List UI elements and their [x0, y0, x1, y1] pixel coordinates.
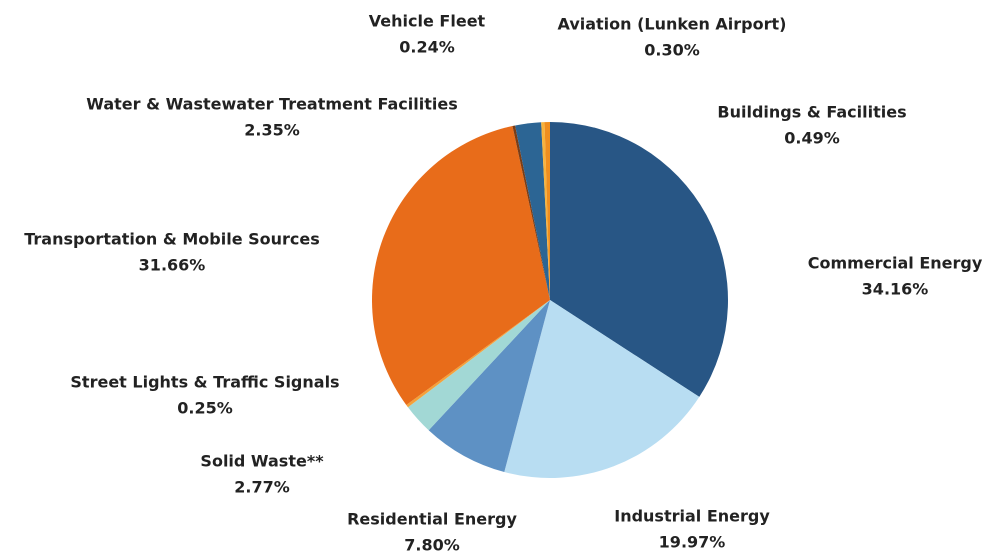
pie-slice — [372, 125, 550, 406]
slice-value-label: 19.97% — [659, 533, 726, 552]
slice-value-label: 0.25% — [177, 399, 233, 418]
slice-label: Water & Wastewater Treatment Facilities — [86, 95, 458, 114]
pie-slice — [544, 122, 550, 300]
slice-label: Solid Waste** — [200, 452, 324, 471]
slice-value-label: 7.80% — [404, 536, 460, 554]
slice-label: Commercial Energy — [808, 254, 983, 273]
slice-value-label: 31.66% — [139, 256, 206, 275]
slice-label: Buildings & Facilities — [717, 103, 906, 122]
slice-value-label: 2.77% — [234, 478, 290, 497]
slice-value-label: 2.35% — [244, 121, 300, 140]
pie-slice — [550, 122, 728, 397]
pie-slice — [541, 122, 550, 300]
slice-value-label: 0.49% — [784, 129, 840, 148]
slice-label: Residential Energy — [347, 510, 517, 529]
slice-value-label: 0.24% — [399, 38, 455, 57]
pie-slice — [428, 300, 550, 473]
pie-slice — [504, 300, 700, 478]
slice-label: Transportation & Mobile Sources — [24, 230, 320, 249]
slice-label: Industrial Energy — [614, 507, 770, 526]
slice-label: Vehicle Fleet — [369, 12, 486, 31]
slice-value-label: 34.16% — [862, 280, 929, 299]
pie-slice — [406, 300, 550, 408]
slice-value-label: 0.30% — [644, 41, 700, 60]
slice-label: Street Lights & Traffic Signals — [70, 373, 339, 392]
pie-slice — [407, 300, 550, 431]
slice-label: Aviation (Lunken Airport) — [558, 15, 787, 34]
pie-slice — [512, 125, 550, 301]
pie-slice — [515, 122, 550, 300]
